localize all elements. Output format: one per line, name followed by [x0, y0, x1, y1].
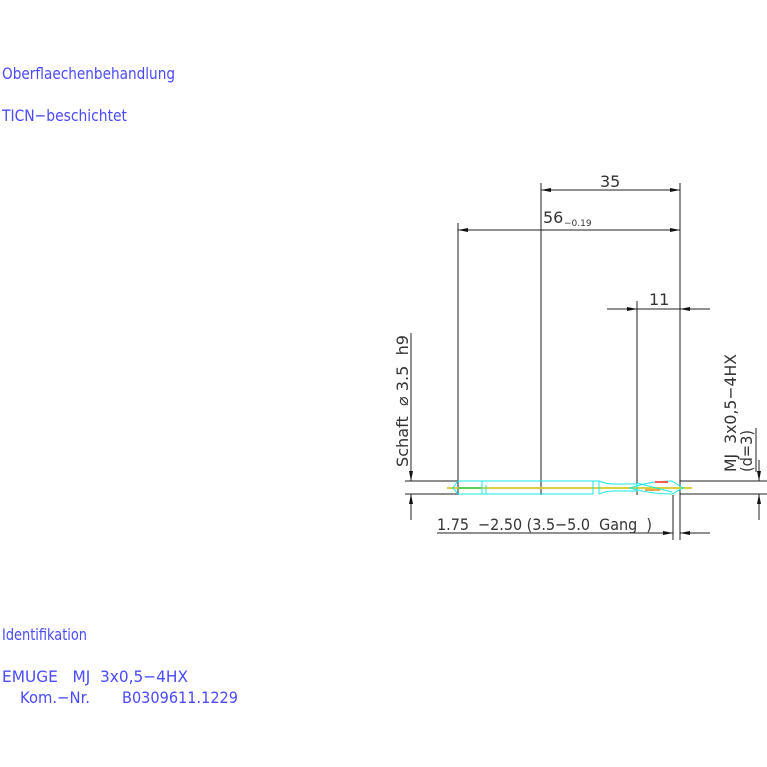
dimension-11: 11 — [649, 290, 669, 309]
kom-nr-value: B0309611.1229 — [122, 688, 238, 707]
shank-diameter-label: Schaft ⌀ 3.5 h9 — [393, 335, 412, 467]
surface-treatment-value: TICN−beschichtet — [1, 106, 127, 125]
chamfer-length-label: 1.75 −2.50 (3.5−5.0 Gang ) — [437, 515, 652, 534]
identification-tool: EMUGE MJ 3x0,5−4HX — [2, 667, 188, 686]
surface-treatment-label: Oberflaechenbehandlung — [2, 64, 175, 83]
dimension-35: 35 — [600, 172, 620, 191]
tap-body — [447, 480, 692, 495]
identification-label: Identifikation — [2, 625, 87, 644]
thread-label: MJ 3x0,5−4HX — [721, 354, 740, 472]
kom-nr-label: Kom.−Nr. — [20, 688, 90, 707]
dimension-56-tolerance: −0.19 — [564, 219, 592, 229]
extension-lines — [405, 183, 767, 540]
dimension-56: 56 — [543, 208, 563, 227]
thread-nominal-diameter: (d=3) — [737, 430, 756, 472]
